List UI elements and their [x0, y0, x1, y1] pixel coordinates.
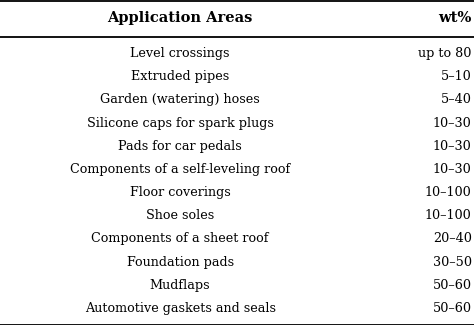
- Text: 10–30: 10–30: [433, 163, 472, 176]
- Text: Application Areas: Application Areas: [108, 11, 253, 25]
- Text: 10–30: 10–30: [433, 140, 472, 153]
- Text: 5–40: 5–40: [441, 94, 472, 107]
- Text: Shoe soles: Shoe soles: [146, 209, 214, 222]
- Text: 10–30: 10–30: [433, 117, 472, 130]
- Text: Extruded pipes: Extruded pipes: [131, 70, 229, 83]
- Text: Mudflaps: Mudflaps: [150, 279, 210, 292]
- Text: Floor coverings: Floor coverings: [130, 186, 230, 199]
- Text: 20–40: 20–40: [433, 232, 472, 245]
- Text: wt%: wt%: [438, 11, 472, 25]
- Text: 30–50: 30–50: [433, 255, 472, 268]
- Text: Foundation pads: Foundation pads: [127, 255, 234, 268]
- Text: 10–100: 10–100: [425, 186, 472, 199]
- Text: Automotive gaskets and seals: Automotive gaskets and seals: [85, 302, 275, 315]
- Text: Garden (watering) hoses: Garden (watering) hoses: [100, 94, 260, 107]
- Text: Pads for car pedals: Pads for car pedals: [118, 140, 242, 153]
- Text: up to 80: up to 80: [418, 47, 472, 60]
- Text: Level crossings: Level crossings: [130, 47, 230, 60]
- Text: 50–60: 50–60: [433, 302, 472, 315]
- Text: 5–10: 5–10: [441, 70, 472, 83]
- Text: 50–60: 50–60: [433, 279, 472, 292]
- Text: 10–100: 10–100: [425, 209, 472, 222]
- Text: Components of a self-leveling roof: Components of a self-leveling roof: [70, 163, 290, 176]
- Text: Silicone caps for spark plugs: Silicone caps for spark plugs: [87, 117, 273, 130]
- Text: Components of a sheet roof: Components of a sheet roof: [91, 232, 269, 245]
